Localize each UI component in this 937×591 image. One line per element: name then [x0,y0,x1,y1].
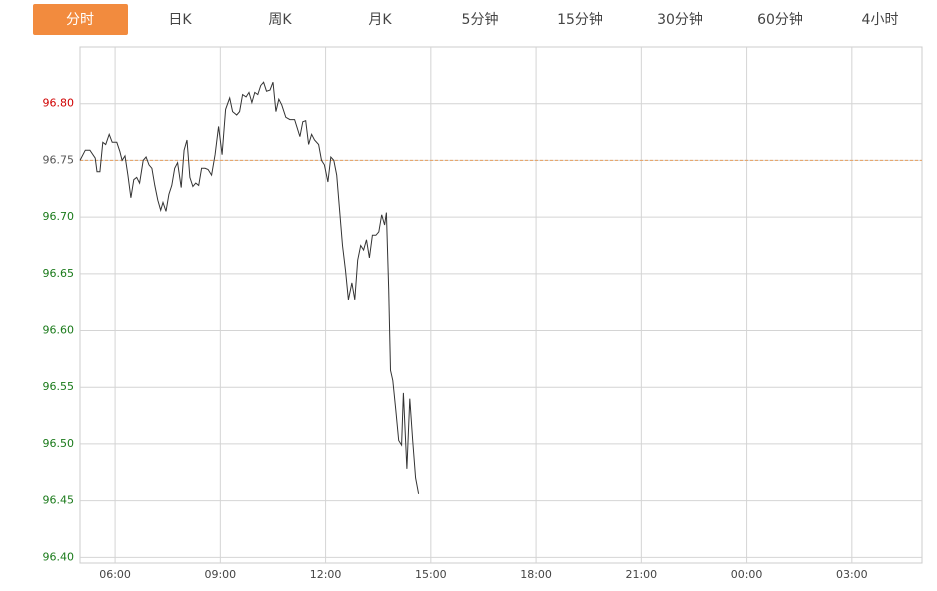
plot-border [79,46,923,564]
x-tick-label: 03:00 [836,568,868,581]
tab[interactable]: 30分钟 [657,11,703,28]
y-tick-label: 96.45 [43,494,75,507]
tab[interactable]: 15分钟 [557,11,603,28]
tab[interactable]: 分时 [66,12,94,28]
tab[interactable]: 日K [168,12,192,28]
x-tick-label: 21:00 [625,568,657,581]
tab-bar: 分时 日K 周K 月K 5分钟 15分钟 30分钟 60分钟 4小时 [33,4,898,35]
y-tick-label: 96.75 [43,153,75,166]
price-line [79,81,420,494]
x-tick-label: 00:00 [731,568,763,581]
y-tick-label: 96.40 [43,550,75,563]
x-tick-label: 15:00 [415,568,447,581]
y-tick-label: 96.65 [43,267,75,280]
x-tick-label: 09:00 [204,568,236,581]
tab[interactable]: 月K [368,12,392,28]
x-tick-label: 12:00 [310,568,342,581]
x-tick-label: 06:00 [99,568,131,581]
tab-active-bg [33,4,128,35]
y-tick-label: 96.80 [43,97,75,110]
tab[interactable]: 60分钟 [757,11,803,28]
tab[interactable]: 4小时 [862,12,899,28]
y-tick-label: 96.55 [43,380,75,393]
x-tick-label: 18:00 [520,568,552,581]
y-tick-label: 96.50 [43,437,75,450]
tab[interactable]: 5分钟 [462,11,499,28]
y-tick-label: 96.60 [43,324,75,337]
plot: 96.40 96.45 96.50 96.55 96.60 96.65 96.70 96.75… [43,46,923,581]
y-tick-label: 96.70 [43,210,75,223]
tab[interactable]: 周K [268,12,292,28]
